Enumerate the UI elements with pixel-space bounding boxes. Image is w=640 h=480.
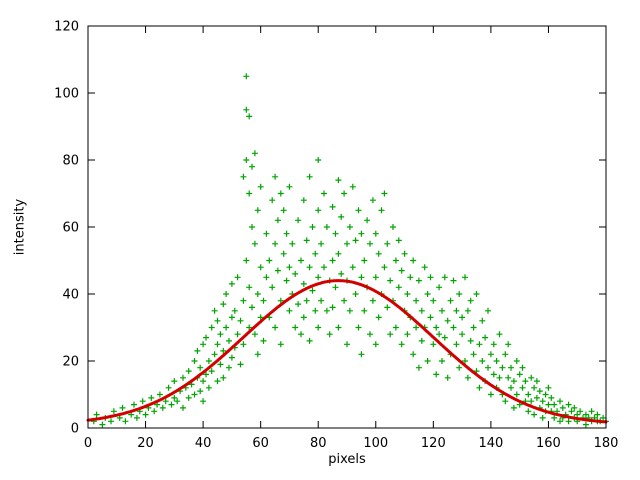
x-tick-label: 80 [310,436,327,451]
plot-border [87,25,607,429]
y-tick-label: 100 [54,87,79,102]
x-tick-label: 120 [421,436,446,451]
x-tick-label: 60 [252,436,269,451]
y-tick-label: 20 [62,355,79,370]
x-tick-label: 40 [195,436,212,451]
x-axis-title: pixels [328,452,366,467]
x-tick-label: 140 [478,436,503,451]
scatter-series-measured-intensity [90,73,609,428]
y-tick-label: 120 [54,20,79,35]
y-tick-label: 60 [62,221,79,236]
x-tick-label: 180 [594,436,619,451]
x-tick-label: 20 [137,436,154,451]
x-tick-label: 160 [536,436,561,451]
y-tick-label: 40 [62,288,79,303]
x-tick-label: 100 [363,436,388,451]
fit-curve-gaussian-fit [86,279,608,424]
y-tick-label: 0 [71,422,79,437]
y-axis-title: intensity [12,198,28,256]
x-tick-label: 0 [84,436,92,451]
y-tick-label: 80 [62,154,79,169]
